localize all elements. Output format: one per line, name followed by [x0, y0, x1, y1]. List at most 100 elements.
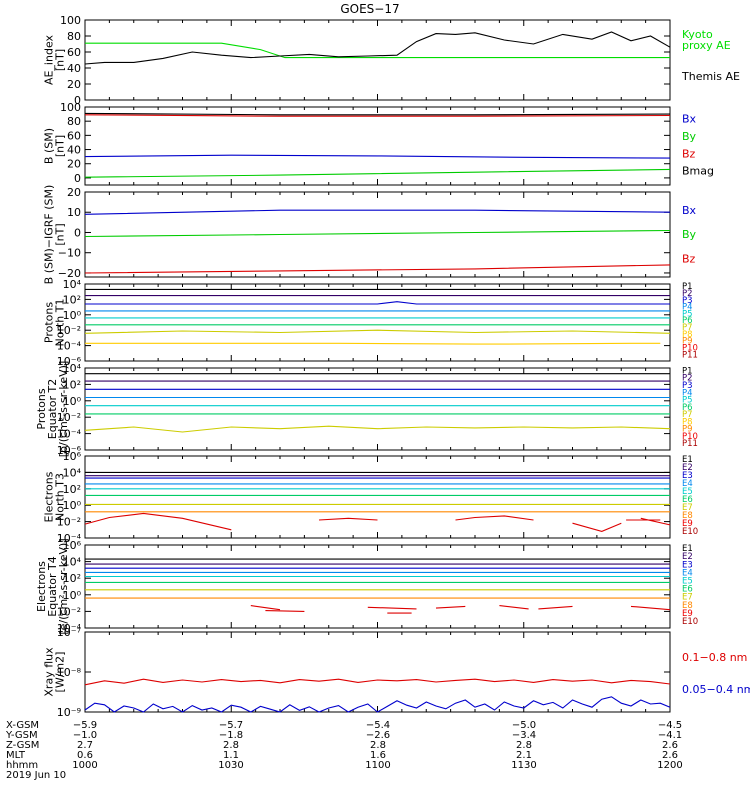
y-tick-label: 80	[67, 30, 81, 43]
legend-entry: P5	[682, 309, 693, 319]
footer-value: 2.8	[223, 740, 239, 751]
series-e9	[84, 512, 232, 531]
y-tick-label: 10⁻⁸	[57, 666, 82, 679]
legend-entry: By	[682, 228, 697, 241]
footer-value: −5.9	[73, 720, 97, 731]
y-tick-label: 0	[74, 226, 81, 239]
y-tick-label: 10⁻⁴	[57, 622, 82, 635]
legend-entry: P9	[682, 337, 693, 347]
legend-entry: E2	[682, 552, 693, 562]
series-p8	[85, 342, 661, 345]
footer-row-label: hhmm	[6, 760, 38, 771]
legend-entry: P8	[682, 417, 693, 427]
y-tick-label: 10⁶	[63, 450, 82, 463]
series-kyoto-proxy-ae	[85, 42, 670, 59]
legend-entry: Bx	[682, 113, 697, 126]
y-tick-label: 10⁻⁴	[57, 340, 82, 353]
legend-entry: E4	[682, 568, 693, 578]
legend-entry: P2	[682, 374, 693, 384]
footer-value: −4.1	[658, 730, 682, 741]
footer-value: −5.4	[366, 720, 390, 731]
y-tick-label: −20	[58, 267, 81, 280]
panel-frame	[84, 631, 671, 713]
legend-entry: P8	[682, 330, 693, 340]
legend-entry: P11	[682, 439, 698, 449]
y-tick-label: 100	[60, 14, 81, 27]
legend-entry: P10	[682, 432, 698, 442]
y-axis-label: Equator T4	[46, 556, 59, 616]
footer-date: 2019 Jun 10	[6, 770, 66, 781]
y-tick-label: 10⁻²	[57, 516, 81, 529]
legend-entry: Bmag	[682, 165, 714, 178]
footer-value: −2.6	[366, 730, 390, 741]
y-tick-label: 100	[60, 101, 81, 114]
footer-value: 1200	[657, 760, 682, 771]
footer-value: −1.0	[73, 730, 97, 741]
y-axis-label: Xray flux	[43, 647, 56, 697]
y-axis-label: B (SM)−IGRF (SM)	[43, 185, 56, 285]
series-0-1-0-8-nm	[84, 678, 671, 686]
legend-entry: P1	[682, 366, 693, 376]
footer-value: 2.1	[516, 750, 532, 761]
footer-value: 2.6	[662, 740, 678, 751]
legend-entry: E9	[682, 519, 693, 529]
orbit-footer: X-GSM −5.9 −5.7 −5.4 −5.0 −4.5 Y-GSM −1.0 −1.8 −2…	[5, 720, 683, 781]
legend-entry: P10	[682, 343, 698, 353]
series-by	[84, 229, 671, 238]
y-tick-label: 10²	[63, 572, 81, 585]
legend-entry: proxy AE	[682, 39, 731, 52]
legend-entry: 0.05−0.4 nm	[682, 683, 750, 696]
series-bmag	[84, 112, 671, 116]
y-axis-label: [W/m2]	[54, 652, 67, 693]
legend-entry: P3	[682, 296, 693, 306]
footer-value: 2.7	[77, 740, 93, 751]
footer-row-label: Y-GSM	[5, 730, 38, 741]
legend-entry: P4	[682, 388, 693, 398]
y-tick-label: 20	[67, 78, 81, 91]
legend-entry: P5	[682, 396, 693, 406]
legend-entry: E3	[682, 560, 693, 570]
y-tick-label: 40	[67, 144, 81, 157]
y-tick-label: 20	[67, 158, 81, 171]
panel-frame	[84, 544, 671, 629]
series-e9f	[499, 605, 529, 610]
legend-entry: P6	[682, 316, 693, 326]
y-axis-label: Electrons	[43, 471, 56, 522]
legend-entry: P3	[682, 381, 693, 391]
y-tick-label: 10⁰	[63, 309, 82, 322]
legend-entry: E6	[682, 495, 693, 505]
y-tick-label: 10⁻⁹	[57, 706, 81, 719]
footer-value: 2.6	[662, 750, 678, 761]
y-axis-label: [nT]	[54, 223, 67, 245]
legend-entry: 0.1−0.8 nm	[682, 651, 747, 664]
series-p7	[84, 425, 671, 433]
y-tick-label: 10	[67, 206, 81, 219]
y-tick-label: 10²	[63, 483, 81, 496]
panel-frame	[84, 19, 671, 101]
footer-value: 1.1	[223, 750, 239, 761]
y-tick-label: 10²	[63, 378, 81, 391]
y-tick-label: 10⁴	[63, 362, 82, 375]
legend-entry: P2	[682, 289, 693, 299]
panel-bigrf: −20 −10 0 10 20 B (SM)−IGRF (SM)[nT] Bx By Bz	[43, 185, 697, 285]
legend-entry: E2	[682, 463, 693, 473]
y-axis-label: [p/(cm²-s-sr-keV)]	[57, 361, 70, 458]
y-tick-label: 10⁻²	[57, 411, 81, 424]
legend-entry: P9	[682, 425, 693, 435]
footer-row-label: Z-GSM	[6, 740, 39, 751]
y-tick-label: 10²	[63, 293, 81, 306]
legend-entry: E7	[682, 593, 693, 603]
panel-frame	[84, 191, 671, 278]
y-axis-label: Equator T2	[46, 379, 59, 439]
series-e9h	[630, 605, 671, 611]
footer-value: −5.7	[219, 720, 243, 731]
legend-entry: Kyoto	[682, 28, 713, 41]
legend-entry: E10	[682, 527, 698, 537]
y-tick-label: 20	[67, 186, 81, 199]
legend-entry: E3	[682, 471, 693, 481]
legend-entry: E1	[682, 544, 693, 554]
